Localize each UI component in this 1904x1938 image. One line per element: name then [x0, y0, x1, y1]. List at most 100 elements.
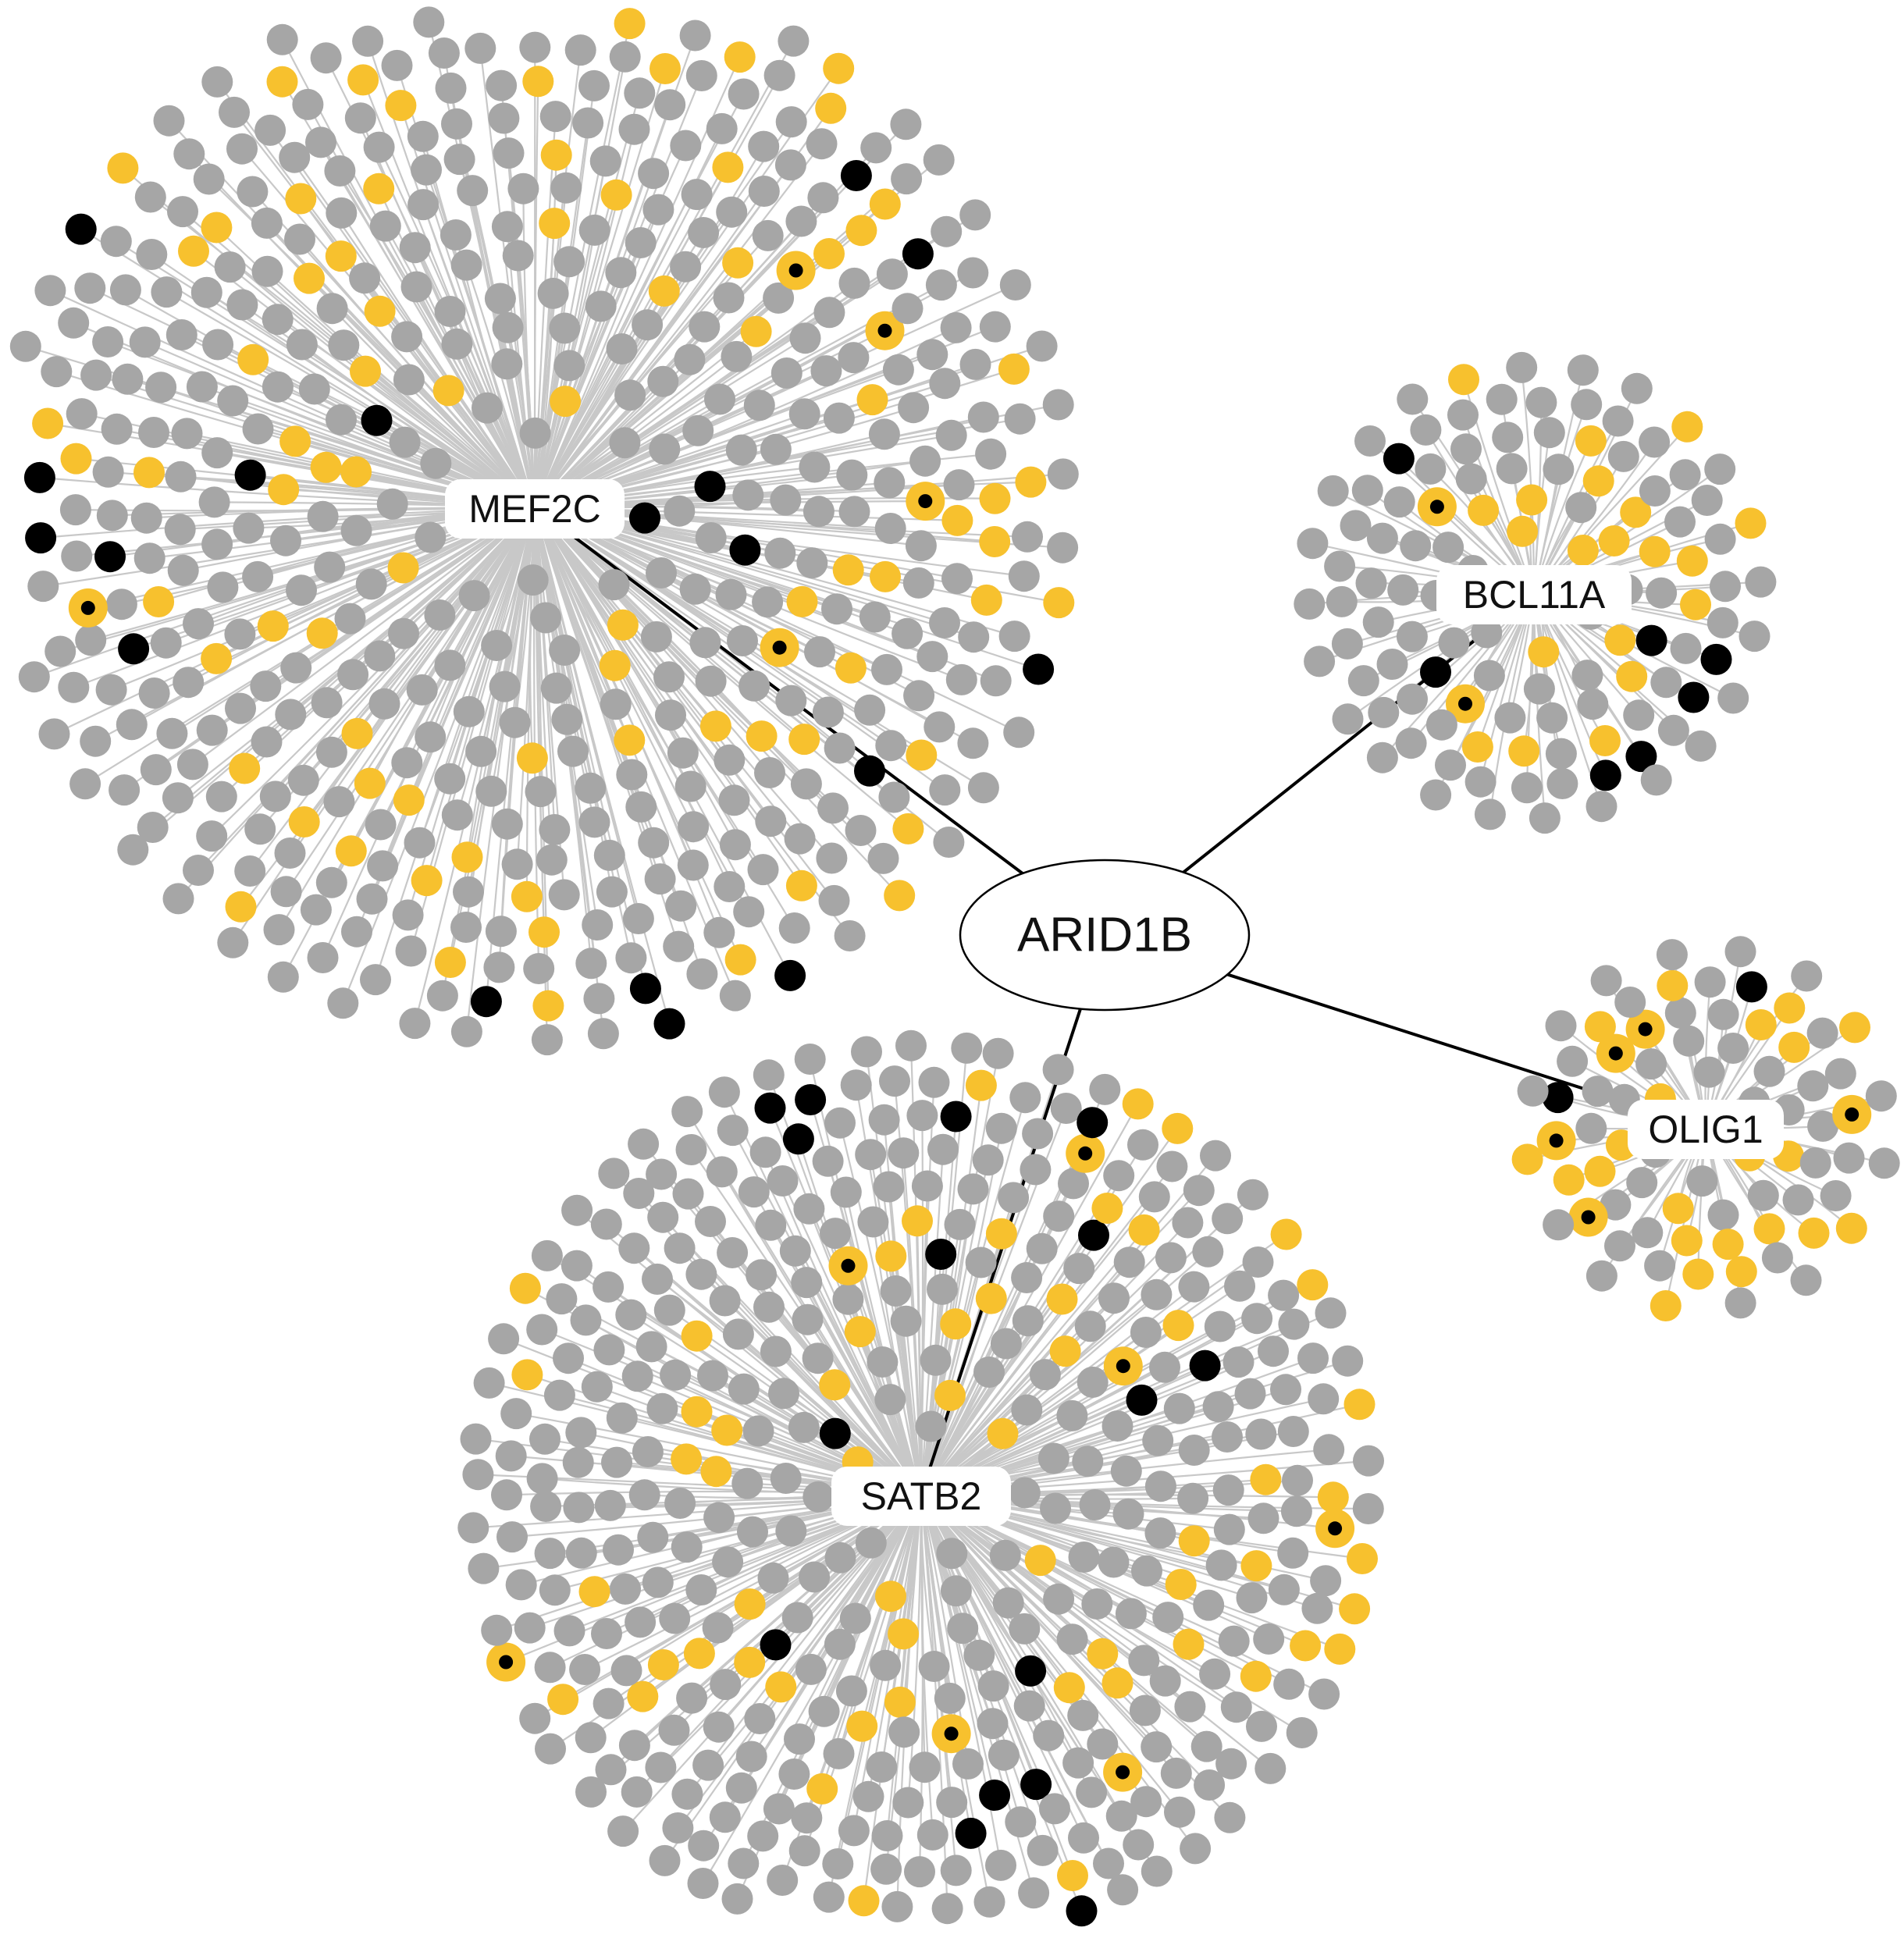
gray-target-node [721, 340, 753, 372]
black-target-node [65, 213, 97, 245]
gray-target-node [1304, 645, 1336, 677]
gray-target-node [464, 32, 496, 64]
black-target-node [694, 471, 726, 503]
gray-target-node [716, 196, 748, 228]
spoke [920, 1233, 1287, 1495]
yellow-target-node [1240, 1550, 1272, 1582]
gray-target-node [794, 1044, 826, 1075]
ringed-target-core [877, 323, 892, 338]
gray-target-node [688, 217, 720, 248]
gray-target-node [615, 1299, 647, 1331]
yellow-target-node [987, 1417, 1019, 1449]
black-target-node [1678, 681, 1710, 713]
gray-target-node [492, 311, 524, 343]
hub-label-box [1628, 1100, 1784, 1159]
gray-target-node [1297, 528, 1329, 560]
gray-target-node [977, 1708, 1009, 1740]
gray-target-node [775, 685, 807, 717]
gray-target-node [415, 721, 447, 753]
gray-target-node [998, 1182, 1030, 1214]
yellow-target-node [683, 1638, 715, 1670]
gray-target-node [589, 145, 621, 177]
gray-target-node [1396, 621, 1428, 653]
yellow-target-node [1516, 484, 1548, 516]
gray-target-node [793, 1193, 825, 1225]
gray-target-node [553, 246, 585, 278]
gray-target-node [263, 914, 295, 946]
gray-target-node [1033, 1719, 1065, 1751]
yellow-target-node [451, 841, 483, 873]
yellow-target-node [1250, 1463, 1282, 1495]
gray-target-node [920, 1344, 952, 1376]
yellow-target-node [107, 152, 139, 184]
gray-target-node [1355, 567, 1387, 599]
yellow-target-node [1468, 494, 1500, 526]
gray-target-node [582, 909, 614, 941]
gray-target-node [803, 1481, 835, 1513]
gray-target-node [755, 805, 787, 837]
gray-target-node [460, 1423, 492, 1455]
gray-target-node [242, 413, 274, 445]
gray-target-node [1639, 475, 1671, 507]
gray-target-node [443, 144, 475, 176]
yellow-target-node [970, 584, 1002, 616]
gray-target-node [376, 488, 408, 520]
gray-target-node [679, 573, 711, 605]
black-target-node [819, 1417, 851, 1449]
yellow-target-node [364, 295, 396, 327]
gray-target-node [830, 1176, 862, 1208]
gray-target-node [1397, 383, 1429, 415]
gray-target-node [198, 486, 230, 518]
gray-target-node [244, 813, 276, 845]
gray-target-node [916, 1819, 948, 1851]
yellow-target-node [740, 315, 772, 347]
gray-target-node [1246, 1710, 1277, 1742]
gray-target-node [501, 848, 533, 880]
gray-target-node [882, 354, 914, 386]
gray-target-node [1009, 1477, 1041, 1509]
gray-target-node [625, 1606, 657, 1638]
gray-target-node [1156, 1150, 1188, 1182]
gray-target-node [763, 59, 795, 91]
gray-target-node [315, 736, 347, 768]
spoke [289, 507, 536, 854]
gray-target-node [1141, 1731, 1173, 1763]
yellow-target-node [819, 1369, 851, 1401]
yellow-target-node [1639, 535, 1671, 567]
gray-target-node [1142, 1424, 1174, 1456]
gray-target-node [725, 434, 757, 466]
gray-target-node [647, 1201, 679, 1233]
gray-target-node [1691, 485, 1723, 516]
gray-target-node [785, 205, 817, 237]
gray-target-node [918, 1651, 950, 1682]
gray-target-node [519, 31, 551, 63]
yellow-target-node [979, 526, 1011, 557]
yellow-target-node [906, 739, 938, 771]
gray-target-node [795, 1653, 827, 1685]
gray-target-node [714, 871, 746, 902]
gray-target-node [519, 417, 551, 449]
gray-target-node [151, 276, 183, 308]
gray-target-node [940, 1854, 972, 1886]
yellow-target-node [511, 880, 543, 912]
gray-target-node [530, 1491, 562, 1522]
gray-target-node [1268, 1574, 1300, 1606]
ringed-target-core [80, 600, 95, 615]
gray-target-node [784, 1723, 815, 1755]
gray-target-node [685, 1574, 717, 1606]
gray-target-node [816, 842, 848, 874]
gray-target-node [1496, 453, 1528, 485]
yellow-target-node [539, 208, 571, 240]
gray-target-node [457, 1512, 489, 1544]
yellow-target-node [934, 1379, 966, 1411]
gray-target-node [677, 849, 709, 881]
gray-target-node [840, 1069, 872, 1101]
gray-target-node [590, 1208, 622, 1240]
gray-target-node [1347, 665, 1379, 697]
gray-target-node [1277, 1537, 1309, 1569]
gray-target-node [767, 1165, 799, 1197]
yellow-target-node [540, 139, 572, 171]
spoke [188, 153, 536, 508]
black-target-node [754, 1092, 786, 1124]
yellow-target-node [1347, 1543, 1378, 1574]
